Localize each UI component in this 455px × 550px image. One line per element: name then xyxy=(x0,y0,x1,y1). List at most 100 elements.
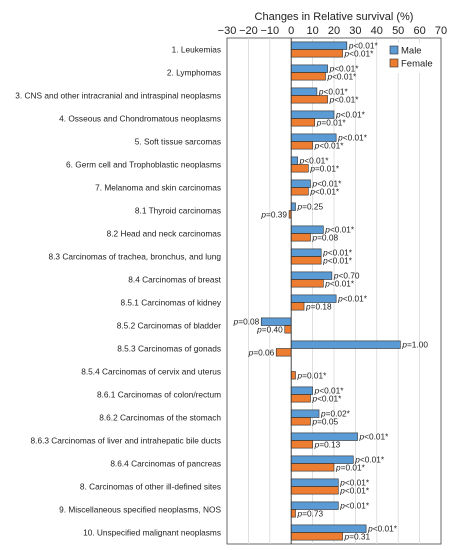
female-bar xyxy=(290,532,343,541)
category-label: 8.5.4 Carcinomas of cervix and uterus xyxy=(81,367,221,377)
female-bar xyxy=(290,486,339,495)
male-bar xyxy=(290,87,318,96)
category-label: 5. Soft tissue sarcomas xyxy=(135,137,221,147)
category-label: 1. Leukemias xyxy=(172,45,221,55)
female-bar xyxy=(290,187,309,196)
category-label: 6. Germ cell and Trophoblastic neoplasms xyxy=(66,160,221,170)
p-value-label: p<0.01* xyxy=(324,224,355,234)
p-value-label: p=0.01* xyxy=(296,370,327,380)
male-bar xyxy=(290,478,339,487)
category-label: 8.3 Carcinomas of trachea, bronchus, and… xyxy=(49,252,222,262)
female-bar xyxy=(290,302,305,311)
male-bar xyxy=(290,64,328,73)
male-bar xyxy=(290,41,348,50)
p-value-label: p=0.08 xyxy=(233,316,260,326)
legend-label: Male xyxy=(401,46,422,57)
female-bar xyxy=(290,141,313,150)
male-bar xyxy=(290,386,313,395)
category-label: 8.5.1 Carcinomas of kidney xyxy=(120,298,221,308)
female-bar xyxy=(290,509,296,518)
x-tick-label: 40 xyxy=(371,25,383,37)
p-value-label: p=0.01* xyxy=(316,117,347,127)
legend-label: Female xyxy=(401,59,433,70)
p-value-label: p<0.01* xyxy=(367,523,398,533)
female-bar xyxy=(290,95,328,104)
x-tick-label: 20 xyxy=(328,25,340,37)
female-bar xyxy=(290,371,296,380)
p-value-label: p<0.01* xyxy=(339,485,370,495)
x-tick-label: 60 xyxy=(413,25,425,37)
p-value-label: p=0.13 xyxy=(314,439,341,449)
male-bar xyxy=(290,179,311,188)
p-value-label: p=0.31 xyxy=(344,531,371,541)
female-bar xyxy=(290,279,324,288)
x-tick-label: −10 xyxy=(260,25,279,37)
p-value-label: p<0.01* xyxy=(318,86,349,96)
p-value-label: p<0.01* xyxy=(322,247,353,257)
category-label: 10. Unspecified malignant neoplasms xyxy=(83,528,221,538)
p-value-label: p<0.01* xyxy=(337,293,368,303)
p-value-label: p<0.01* xyxy=(344,48,375,58)
x-tick-label: −30 xyxy=(218,25,237,37)
category-label: 8.6.2 Carcinomas of the stomach xyxy=(99,413,221,423)
female-bar xyxy=(290,118,316,127)
p-value-label: p<0.01* xyxy=(329,94,360,104)
p-value-label: p<0.01* xyxy=(337,132,368,142)
female-bar xyxy=(290,164,309,173)
p-value-label: p=0.01* xyxy=(309,163,340,173)
female-bar xyxy=(290,440,313,449)
x-tick-label: −20 xyxy=(239,25,258,37)
p-value-label: p=0.18 xyxy=(305,301,332,311)
p-value-label: p<0.01* xyxy=(309,186,340,196)
p-value-label: p<0.01* xyxy=(299,155,330,165)
category-label: 8.6.3 Carcinomas of liver and intrahepat… xyxy=(31,436,221,446)
x-tick-label: 0 xyxy=(288,25,294,37)
p-value-label: p<0.01* xyxy=(311,393,342,403)
p-value-label: p<0.01* xyxy=(354,454,385,464)
female-bar xyxy=(275,348,292,357)
p-value-label: p=0.06 xyxy=(248,347,275,357)
p-value-label: p<0.01* xyxy=(329,63,360,73)
x-axis-title: Changes in Relative survival (%) xyxy=(255,11,414,23)
female-bar xyxy=(290,256,322,265)
category-label: 3. CNS and other intracranial and intras… xyxy=(15,91,221,101)
category-label: 7. Melanoma and skin carcinomas xyxy=(95,183,221,193)
p-value-label: p<0.01* xyxy=(314,385,345,395)
p-value-label: p<0.01* xyxy=(335,109,366,119)
female-bar xyxy=(290,233,311,242)
p-value-label: p<0.01* xyxy=(339,500,370,510)
p-value-label: p<0.01* xyxy=(322,255,353,265)
p-value-label: p<0.01* xyxy=(311,178,342,188)
p-value-label: p<0.01* xyxy=(324,278,355,288)
legend-swatch-female xyxy=(389,58,399,68)
p-value-label: p=0.05 xyxy=(311,416,338,426)
p-value-label: p<0.70 xyxy=(333,270,360,280)
p-value-label: p=0.01* xyxy=(335,462,366,472)
female-bar xyxy=(290,463,335,472)
p-value-label: p<0.01* xyxy=(326,71,357,81)
category-label: 8. Carcinomas of other ill-defined sites xyxy=(80,482,221,492)
category-label: 4. Osseous and Chondromatous neoplasms xyxy=(59,114,221,124)
category-label: 8.1 Thyroid carcinomas xyxy=(135,206,221,216)
category-label: 8.2 Head and neck carcinomas xyxy=(107,229,221,239)
category-label: 8.5.2 Carcinomas of bladder xyxy=(117,321,221,331)
legend-swatch-male xyxy=(389,45,399,55)
p-value-label: p=0.08 xyxy=(311,232,338,242)
x-tick-label: 30 xyxy=(349,25,361,37)
p-value-label: p<0.01* xyxy=(348,40,379,50)
female-bar xyxy=(290,394,311,403)
male-bar xyxy=(290,340,401,349)
category-label: 8.4 Carcinomas of breast xyxy=(128,275,221,285)
p-value-label: p=0.02* xyxy=(320,408,351,418)
category-label: 2. Lymphomas xyxy=(167,68,221,78)
p-value-label: p<0.01* xyxy=(314,140,345,150)
p-value-label: p=0.73 xyxy=(296,508,323,518)
p-value-label: p=0.40 xyxy=(256,324,283,334)
p-value-label: p<0.01* xyxy=(339,477,370,487)
p-value-label: p=1.00 xyxy=(401,339,428,349)
female-bar xyxy=(284,325,292,334)
x-tick-label: 50 xyxy=(392,25,404,37)
p-value-label: p=0.25 xyxy=(296,201,323,211)
x-tick-label: 70 xyxy=(435,25,447,37)
